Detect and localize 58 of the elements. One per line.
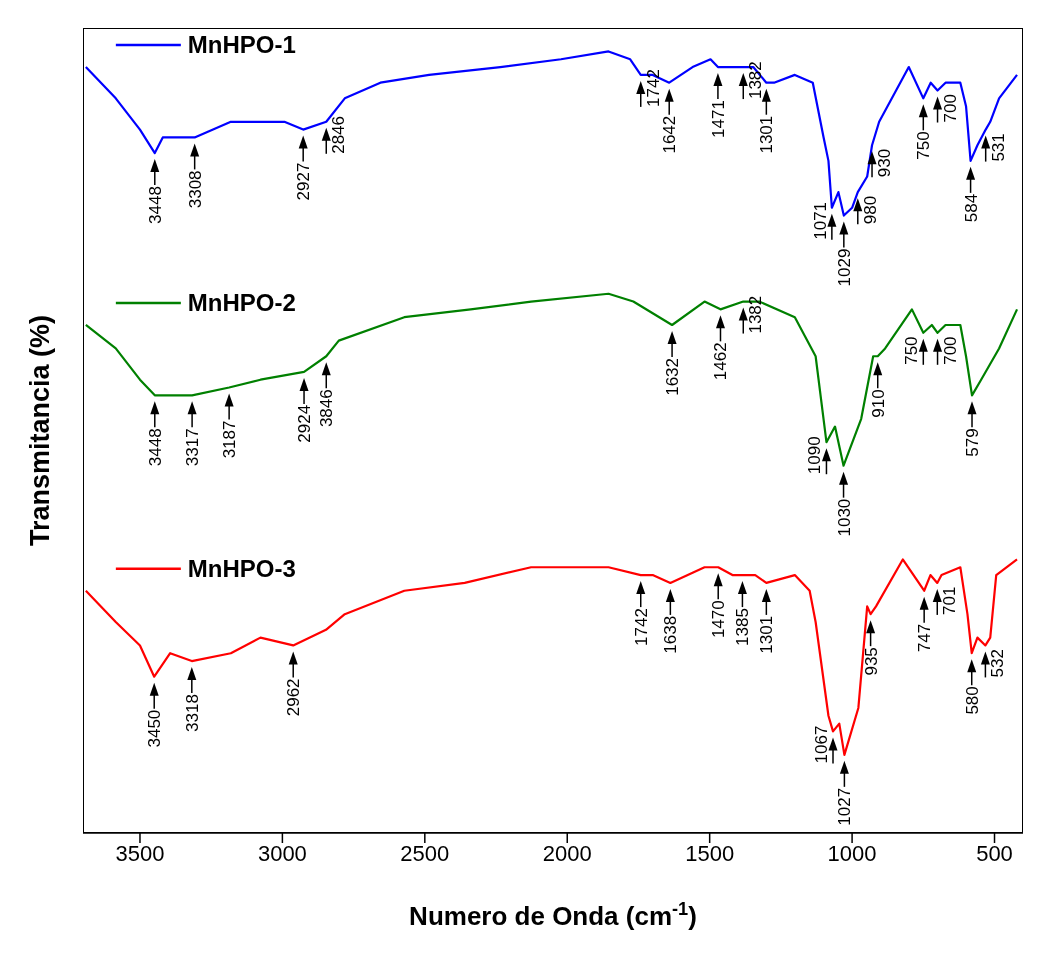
annotation: 1030 (834, 498, 854, 537)
annotation: 1301 (757, 115, 777, 154)
annotation: 580 (962, 686, 982, 715)
annotation: 930 (875, 148, 895, 178)
annotation: 3187 (220, 420, 240, 459)
annotation: 910 (868, 389, 888, 418)
annotation: 700 (940, 336, 960, 365)
annotation: 579 (963, 428, 983, 457)
x-tick-label: 500 (976, 840, 1013, 866)
y-axis-title: Transmitancia (%) (25, 314, 56, 547)
annotation: 1027 (835, 787, 855, 826)
annotation: 935 (861, 647, 881, 676)
legend-label: MnHPO-3 (187, 554, 296, 582)
annotation: 1071 (810, 201, 830, 240)
annotation: 1382 (746, 295, 766, 334)
annotation: 1471 (708, 100, 728, 138)
x-tick-label: 2000 (542, 840, 592, 866)
annotation: 3450 (145, 709, 165, 748)
annotation: 1462 (711, 342, 731, 381)
annotation: 532 (988, 649, 1008, 678)
annotation: 3448 (145, 428, 165, 467)
annotation: 531 (988, 133, 1008, 162)
annotation: 2846 (329, 115, 349, 154)
annotation: 1742 (631, 608, 651, 646)
x-tick-label: 2500 (400, 840, 450, 866)
x-axis-title: Numero de Onda (cm$^{-1}$) (409, 899, 697, 931)
x-tick-label: 3000 (257, 840, 307, 866)
annotation: 747 (915, 623, 935, 653)
annotation: 750 (914, 131, 934, 160)
annotation: 1385 (733, 608, 753, 646)
annotation: 584 (961, 193, 981, 223)
annotation: 750 (902, 336, 922, 365)
annotation: 1742 (643, 69, 663, 107)
annotation: 1090 (805, 436, 825, 475)
annotation: 3318 (182, 694, 202, 732)
annotation: 1067 (812, 725, 832, 764)
x-tick-label: 1500 (685, 840, 735, 866)
annotation: 1632 (663, 357, 683, 396)
annotation: 3846 (317, 389, 337, 428)
annotation: 1638 (661, 615, 681, 654)
annotation: 980 (860, 195, 880, 225)
annotation: 1301 (757, 615, 777, 654)
annotation: 2962 (284, 678, 304, 717)
x-tick-label: 1000 (827, 840, 877, 866)
x-tick-label: 3500 (115, 840, 165, 866)
annotation: 2927 (294, 162, 314, 201)
annotation: 3317 (183, 428, 203, 467)
annotation: 701 (940, 586, 960, 615)
legend-label: MnHPO-2 (187, 288, 296, 316)
annotation: 1642 (660, 115, 680, 154)
annotation: 3448 (145, 186, 165, 224)
annotation: 1029 (834, 248, 854, 287)
annotation: 1382 (746, 61, 766, 100)
annotation: 3308 (185, 170, 205, 209)
annotation: 2924 (295, 404, 315, 443)
annotation: 1470 (709, 600, 729, 639)
annotation: 700 (940, 94, 960, 123)
legend-label: MnHPO-1 (187, 31, 296, 59)
